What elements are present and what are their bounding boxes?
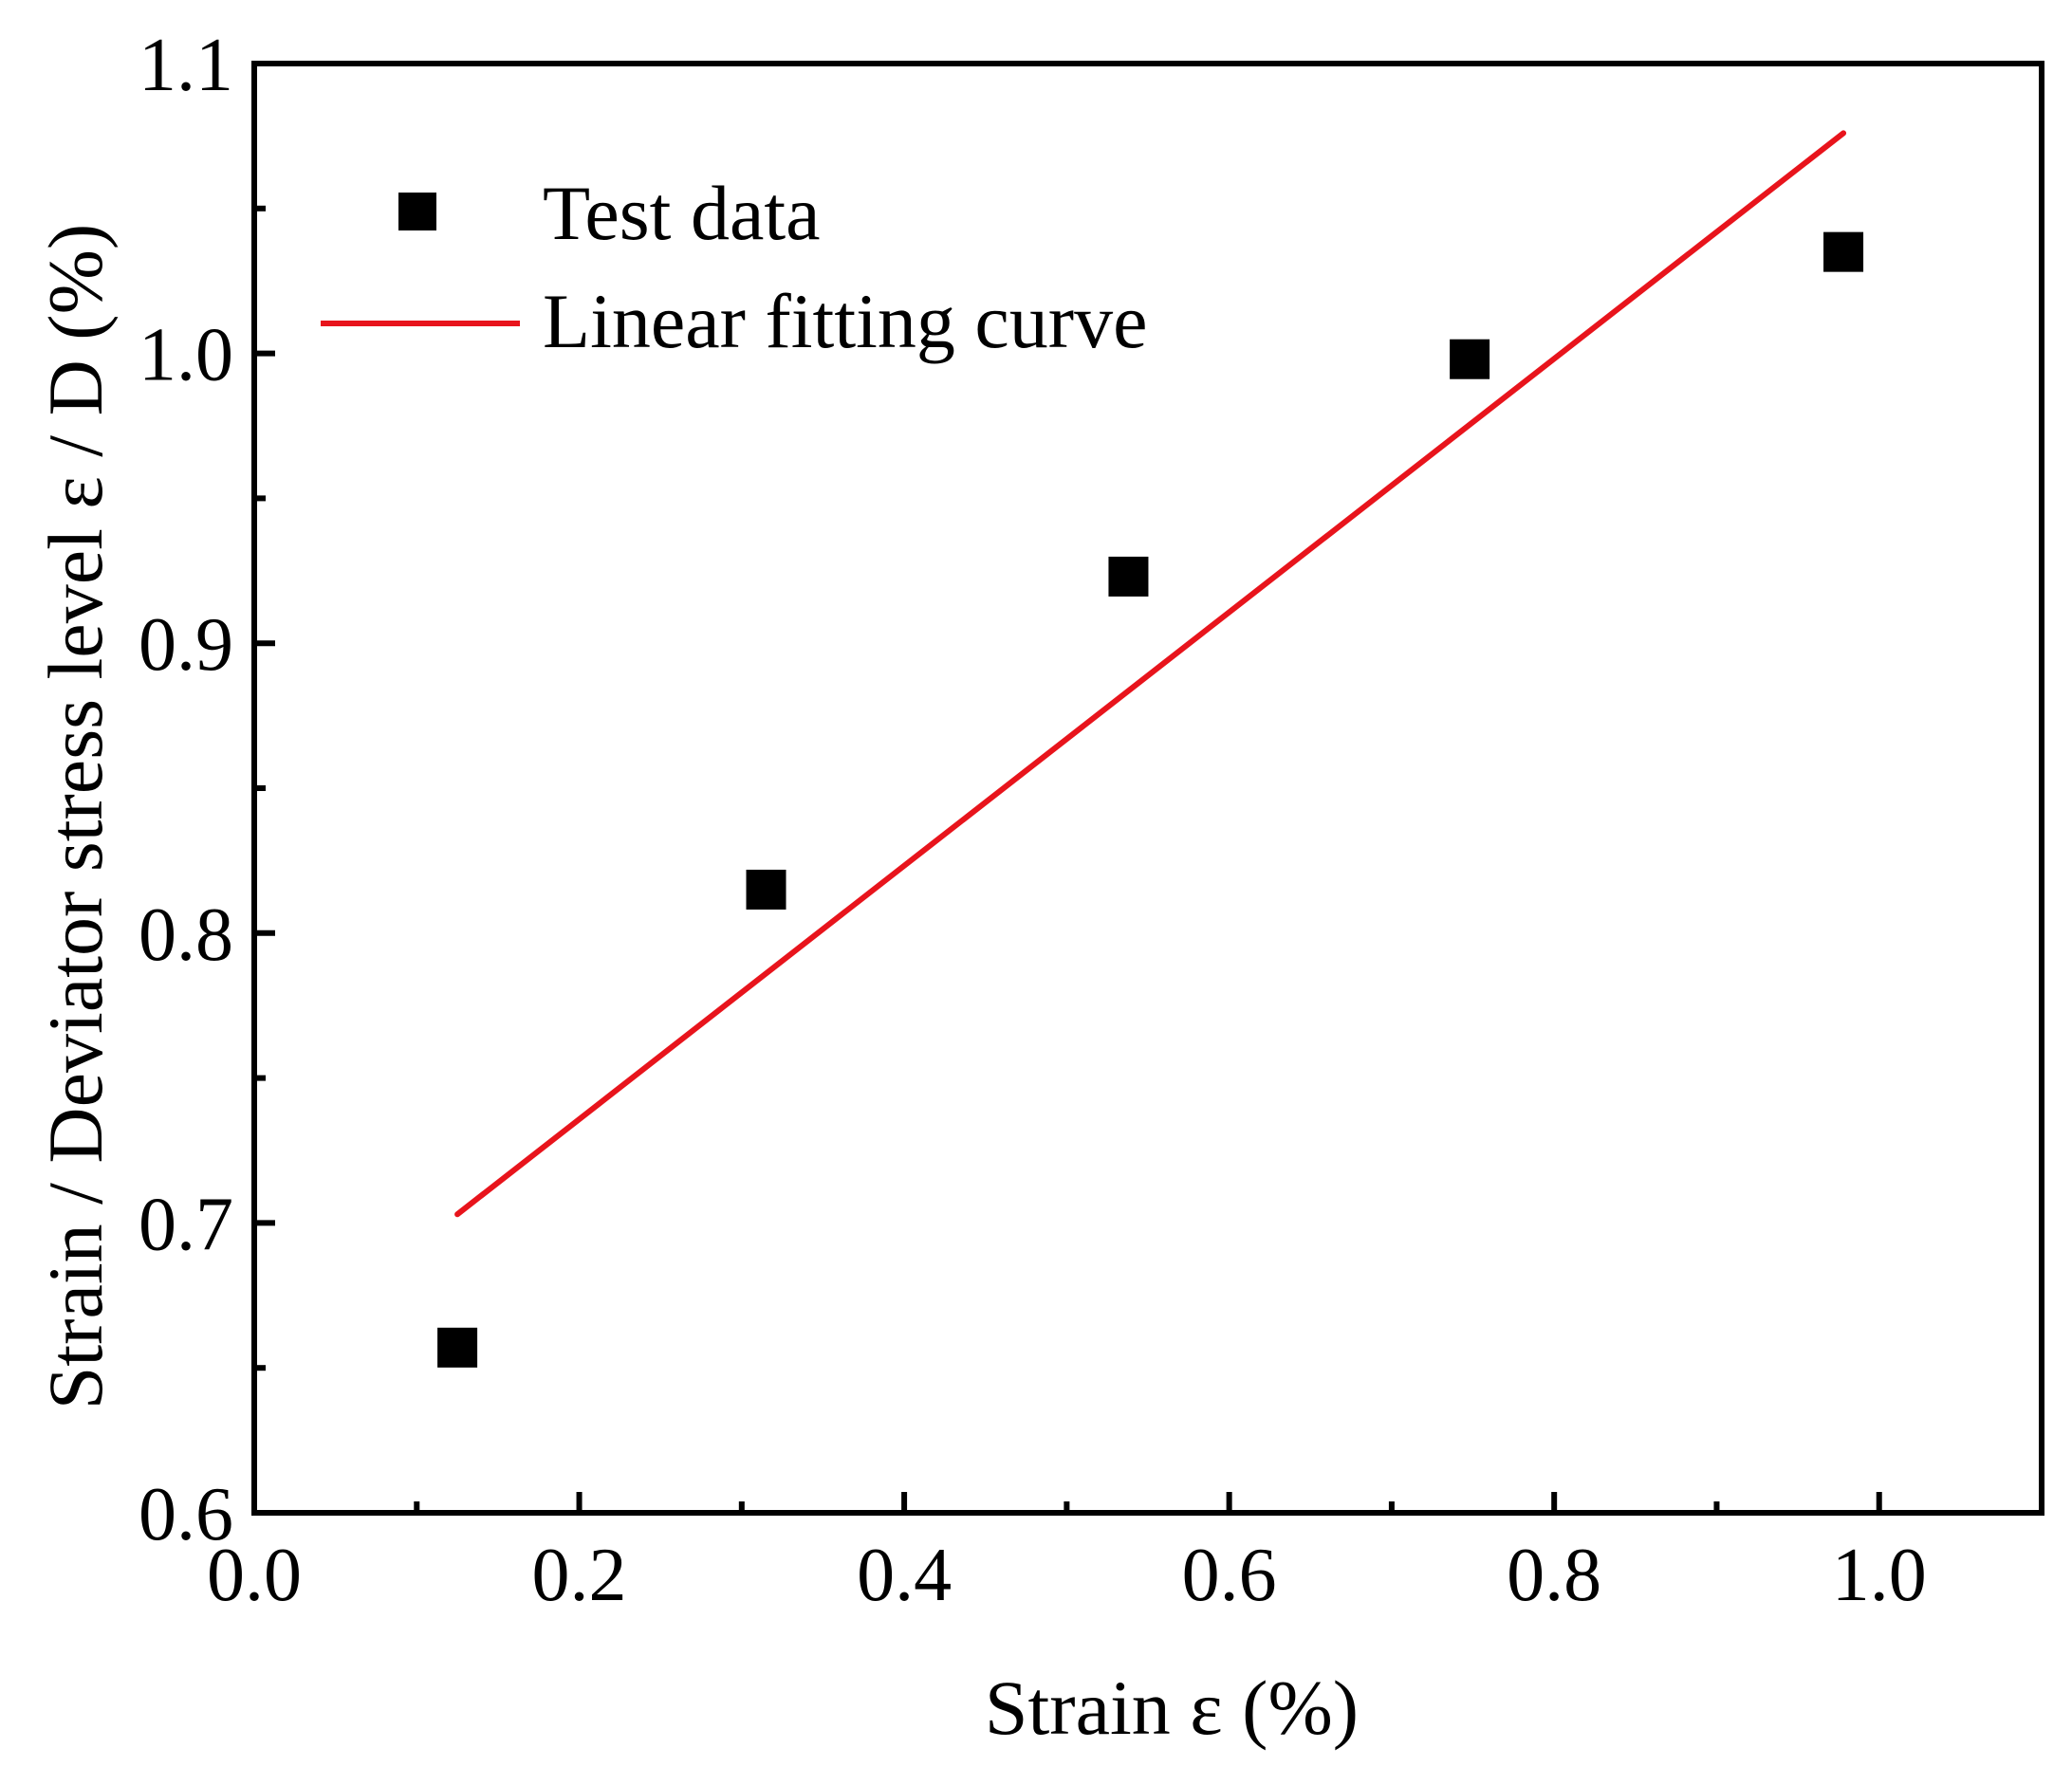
x-tick-label: 0.0 <box>207 1534 302 1617</box>
y-tick-label: 0.7 <box>139 1183 233 1266</box>
x-tick-label: 1.0 <box>1832 1534 1927 1617</box>
y-tick-label: 0.8 <box>139 893 233 977</box>
data-points-layer <box>437 231 1864 1368</box>
legend-label-linear-fit: Linear fitting curve <box>543 278 1148 364</box>
x-tick-label: 0.8 <box>1507 1534 1601 1617</box>
plot-frame <box>251 61 2044 1516</box>
x-axis-title: Strain ε (%) <box>985 1665 1359 1751</box>
y-axis-title: Strain / Deviator stress level ε / D (%) <box>32 224 119 1409</box>
linear-fit-line <box>454 130 1847 1218</box>
test-data-point <box>746 869 786 910</box>
y-tick-label: 1.0 <box>139 314 233 397</box>
fit-line-layer <box>454 130 1847 1218</box>
test-data-point <box>1450 339 1490 379</box>
legend-label-test-data: Test data <box>543 170 821 256</box>
y-tick-label: 1.1 <box>139 24 233 107</box>
test-data-point <box>437 1327 478 1368</box>
x-tick-label: 0.6 <box>1182 1534 1277 1617</box>
test-data-point <box>1108 556 1149 597</box>
tick-labels: 0.0 0.2 0.4 0.6 0.8 1.0 0.6 0.7 0.8 0.9 1.0 1.1 <box>139 24 1927 1617</box>
legend: Test data Linear fitting curve <box>321 170 1148 364</box>
x-tick-label: 0.2 <box>532 1534 627 1617</box>
y-tick-label: 0.9 <box>139 603 233 687</box>
legend-marker-test-data <box>398 193 436 230</box>
y-tick-label: 0.6 <box>139 1473 233 1556</box>
test-data-point <box>1823 231 1864 272</box>
x-tick-label: 0.4 <box>857 1534 952 1617</box>
